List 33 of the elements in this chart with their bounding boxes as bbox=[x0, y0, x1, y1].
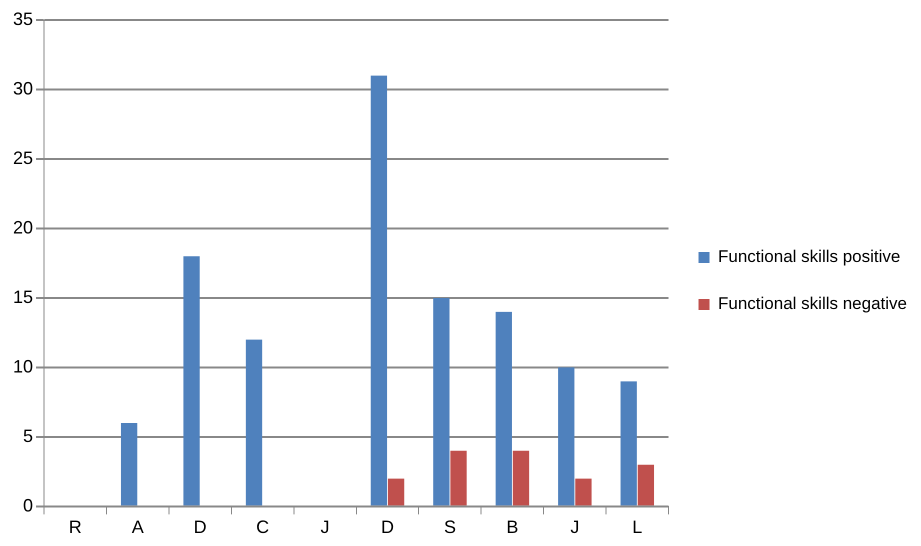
bar bbox=[638, 464, 654, 506]
bar bbox=[575, 478, 592, 506]
y-tick-label: 15 bbox=[12, 286, 34, 307]
bar bbox=[496, 312, 512, 506]
x-tick-label: R bbox=[68, 517, 82, 538]
x-tick-label: D bbox=[380, 517, 394, 538]
bar bbox=[388, 478, 404, 506]
bar bbox=[370, 76, 388, 506]
x-tick-label: D bbox=[194, 517, 207, 538]
y-tick-label: 30 bbox=[12, 78, 34, 98]
bar bbox=[120, 423, 138, 506]
x-tick-label: J bbox=[570, 517, 580, 538]
x-tick-label: A bbox=[132, 517, 144, 538]
x-tick-label: J bbox=[320, 517, 330, 538]
legend-label: Functional skills negative bbox=[718, 294, 907, 314]
y-tick-label: 10 bbox=[12, 356, 34, 376]
y-tick-label: 20 bbox=[12, 217, 34, 238]
x-tick-label: S bbox=[444, 517, 456, 538]
y-tick-label: 5 bbox=[23, 426, 34, 446]
bar bbox=[246, 340, 262, 506]
bar bbox=[558, 367, 574, 506]
y-tick-label: 0 bbox=[23, 495, 34, 516]
y-tick-label: 35 bbox=[12, 8, 34, 29]
bar bbox=[450, 450, 467, 506]
x-tick-label: C bbox=[256, 517, 270, 538]
y-tick-label: 25 bbox=[12, 148, 34, 168]
legend-label: Functional skills positive bbox=[718, 247, 900, 266]
bar bbox=[433, 298, 450, 506]
x-tick-label: L bbox=[632, 517, 642, 538]
x-tick-label: B bbox=[506, 517, 518, 538]
bar bbox=[620, 381, 637, 506]
bar bbox=[183, 256, 200, 506]
bar bbox=[512, 450, 530, 506]
